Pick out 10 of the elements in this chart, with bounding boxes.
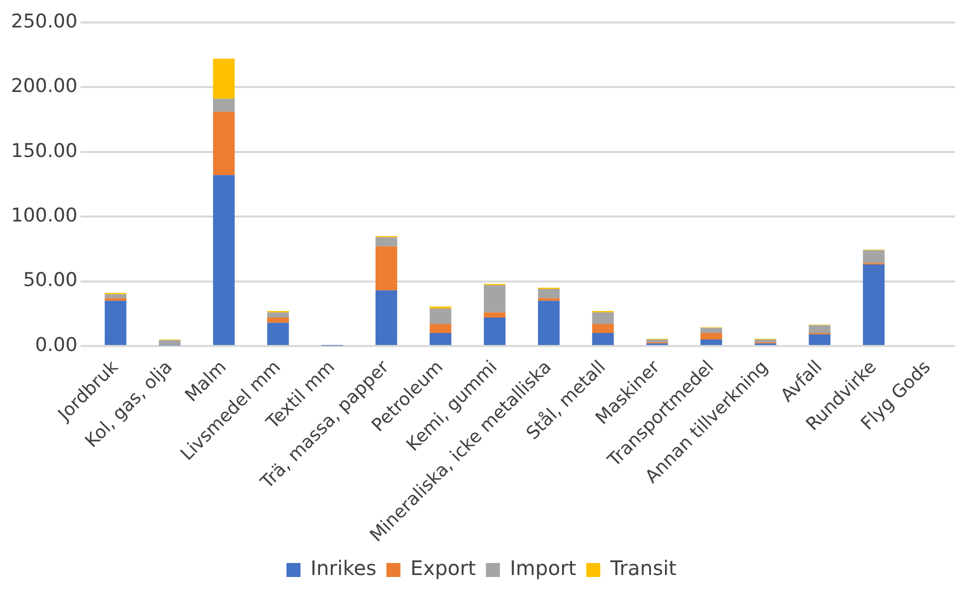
legend-label: Export [410, 556, 476, 580]
y-tick-label: 100.00 [10, 204, 78, 226]
y-tick-label: 200.00 [10, 75, 78, 98]
y-tick-label: 250.00 [10, 10, 78, 32]
legend-label: Import [510, 556, 576, 580]
legend-label: Inrikes [310, 556, 376, 580]
y-tick-label: 50.00 [23, 269, 78, 292]
y-tick-label: 0.00 [35, 334, 78, 356]
legend-label: Transit [609, 556, 677, 580]
y-tick-label: 150.00 [10, 140, 78, 162]
